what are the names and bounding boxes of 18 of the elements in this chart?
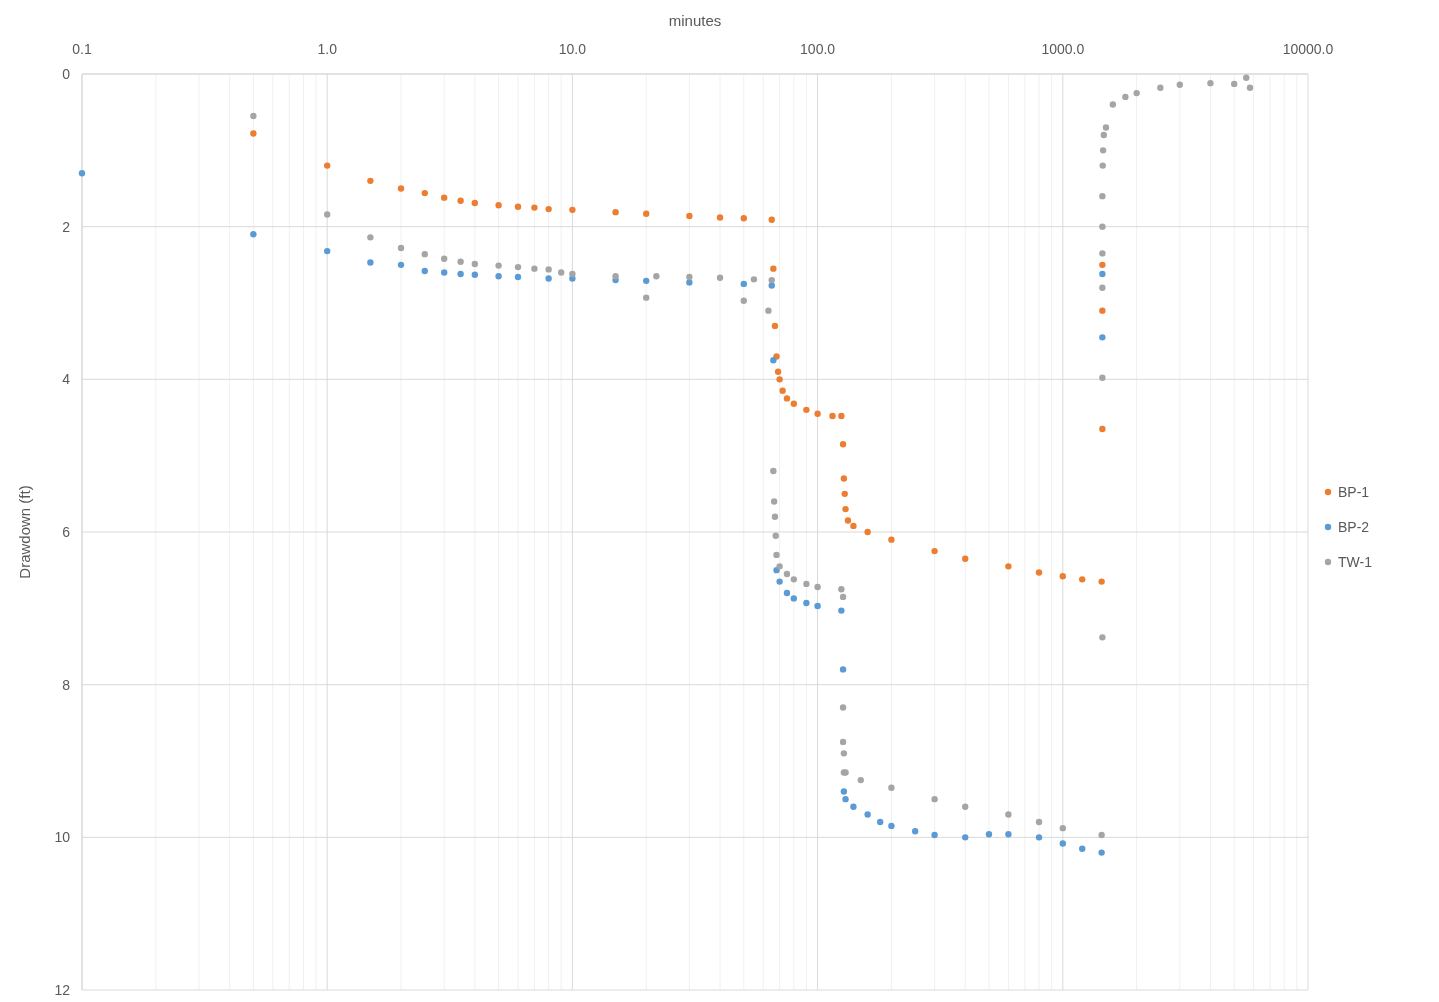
x-tick-label: 1000.0 [1041,41,1085,57]
legend-label: BP-2 [1338,519,1370,535]
x-axis-title: minutes [668,12,722,29]
x-tick-label: 10.0 [558,41,587,57]
y-tick-label: 2 [62,218,71,235]
y-tick-label: 12 [54,982,71,998]
y-tick-label: 6 [62,524,71,540]
x-tick-label: 0.1 [72,41,92,57]
y-tick-label: 10 [54,829,71,846]
y-tick-label: 0 [62,66,71,82]
x-tick-label: 10000.0 [1282,41,1334,57]
x-tick-label: 1.0 [317,41,338,57]
legend-label: TW-1 [1338,554,1373,570]
y-axis-title: Drawdown (ft) [16,485,33,579]
y-tick-label: 4 [62,371,71,388]
y-tick-label: 8 [62,676,71,693]
x-tick-label: 100.0 [800,41,836,57]
legend-label: BP-1 [1338,484,1370,500]
